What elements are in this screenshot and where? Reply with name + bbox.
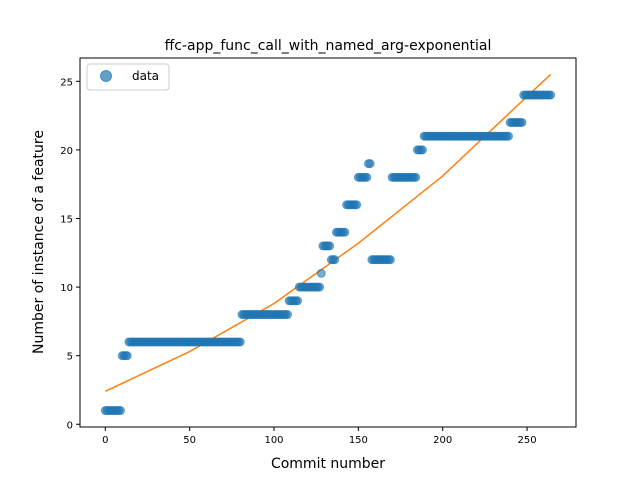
data-point [330, 255, 340, 265]
y-tick-label: 25 [60, 77, 73, 88]
data-point [115, 406, 125, 416]
data-point [315, 282, 325, 292]
plot-frame [79, 57, 577, 428]
data-point [411, 172, 421, 182]
data-point [504, 131, 514, 141]
y-tick-label: 10 [60, 283, 73, 294]
legend: data [86, 63, 170, 91]
data-point [340, 227, 350, 237]
x-tick-label: 50 [183, 435, 196, 446]
y-axis-ticks: 0 5 10 15 20 25 [60, 77, 80, 431]
data-point [362, 172, 372, 182]
x-axis-ticks: 0 50 100 150 200 250 [102, 427, 537, 446]
y-tick-label: 20 [60, 146, 73, 157]
y-axis-label: Number of instance of a feature [31, 130, 47, 354]
data-point [385, 255, 395, 265]
x-tick-label: 250 [518, 435, 537, 446]
data-point [235, 337, 245, 347]
y-tick-label: 5 [67, 352, 73, 363]
scatter-points-layer [100, 90, 556, 416]
legend-label-data: data [132, 69, 159, 83]
x-tick-label: 200 [433, 435, 452, 446]
data-point [316, 268, 326, 278]
y-tick-label: 0 [67, 420, 73, 431]
data-point [365, 159, 375, 169]
data-point [293, 296, 303, 306]
data-point [122, 351, 132, 361]
data-point [417, 145, 427, 155]
chart-title: ffc-app_func_call_with_named_arg-exponen… [165, 38, 492, 54]
data-point [325, 241, 335, 251]
data-point [546, 90, 556, 100]
data-point [283, 310, 293, 320]
y-tick-label: 15 [60, 214, 73, 225]
x-tick-label: 0 [102, 435, 108, 446]
x-tick-label: 100 [264, 435, 283, 446]
data-point [352, 200, 362, 210]
legend-marker [100, 70, 112, 82]
x-tick-label: 150 [349, 435, 368, 446]
data-point [517, 117, 527, 127]
x-axis-label: Commit number [271, 456, 385, 472]
